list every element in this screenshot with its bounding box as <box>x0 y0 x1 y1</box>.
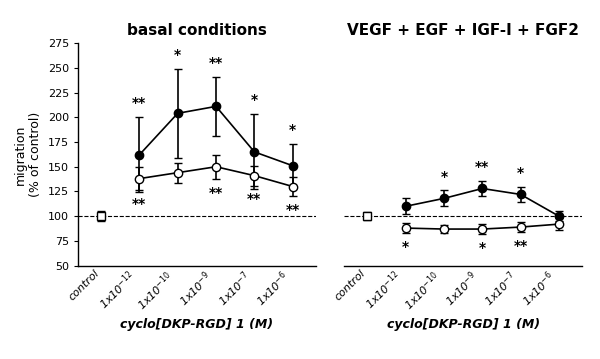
Text: *: * <box>440 169 448 183</box>
Text: **: ** <box>209 186 223 200</box>
X-axis label: cyclo[DKP-RGD] 1 (M): cyclo[DKP-RGD] 1 (M) <box>121 318 274 331</box>
Text: *: * <box>479 241 486 255</box>
Text: *: * <box>251 93 258 107</box>
Text: **: ** <box>209 56 223 70</box>
Text: **: ** <box>475 160 490 174</box>
X-axis label: cyclo[DKP-RGD] 1 (M): cyclo[DKP-RGD] 1 (M) <box>386 318 539 331</box>
Text: **: ** <box>286 203 300 217</box>
Title: VEGF + EGF + IGF-I + FGF2: VEGF + EGF + IGF-I + FGF2 <box>347 23 579 38</box>
Text: **: ** <box>132 96 146 110</box>
Title: basal conditions: basal conditions <box>127 23 267 38</box>
Y-axis label: migration
(% of control): migration (% of control) <box>14 112 42 197</box>
Text: *: * <box>402 240 409 254</box>
Text: **: ** <box>132 197 146 211</box>
Text: *: * <box>289 123 296 137</box>
Text: *: * <box>174 48 181 62</box>
Text: *: * <box>517 165 524 180</box>
Text: **: ** <box>514 239 528 253</box>
Text: **: ** <box>247 192 262 206</box>
